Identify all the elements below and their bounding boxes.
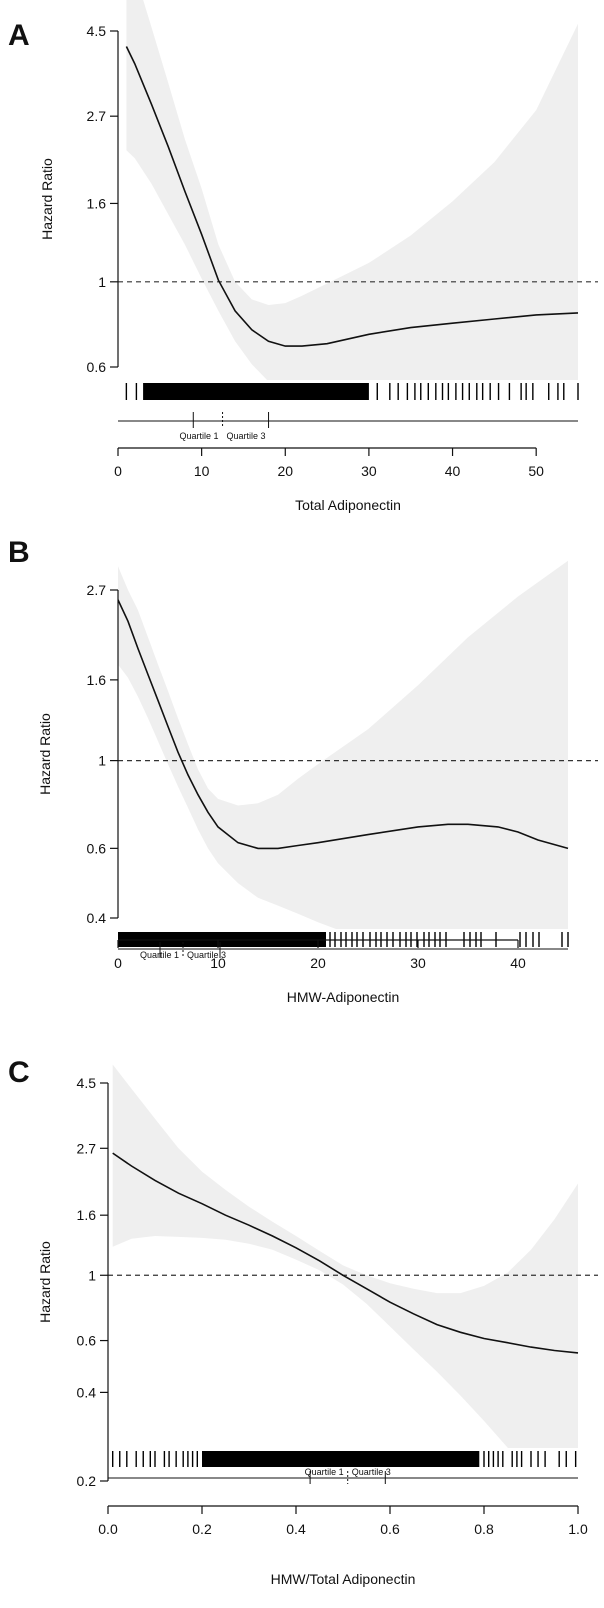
y-axis-title: Hazard Ratio <box>37 1241 53 1323</box>
x-axis-title: Total Adiponectin <box>295 497 401 513</box>
confidence-band <box>126 0 578 380</box>
hazard-ratio-curve <box>112 1152 579 1354</box>
quartile-3-label: Quartile 3 <box>352 1467 391 1477</box>
x-tick-label: 40 <box>510 955 526 971</box>
panel-label: B <box>8 536 30 569</box>
x-tick-label: 0 <box>114 955 122 971</box>
y-tick-label: 0.4 <box>87 910 107 926</box>
y-tick-label: 1.6 <box>87 195 107 211</box>
y-tick-label: 2.7 <box>77 1140 97 1156</box>
y-tick-label: 0.6 <box>77 1333 97 1349</box>
y-tick-label: 1 <box>88 1267 96 1283</box>
hazard-ratio-curve <box>125 46 579 347</box>
quartile-1-label: Quartile 1 <box>140 950 179 960</box>
x-tick-label: 10 <box>210 955 226 971</box>
quartile-3-label: Quartile 3 <box>187 950 226 960</box>
panel-a: 0.6 1 1.6 2.7 4.5 Hazard Ratio Quartile 1 Quart… <box>0 0 604 520</box>
quartile-1-label: Quartile 1 <box>305 1467 344 1477</box>
x-tick-label: 0.2 <box>192 1521 212 1537</box>
x-tick-label: 30 <box>410 955 426 971</box>
panel-c: 0.2 0.4 0.6 1 1.6 2.7 4.5 Hazard Ratio Quartile … <box>0 1056 604 1608</box>
y-axis-title: Hazard Ratio <box>39 158 55 240</box>
x-tick-label: 0.6 <box>380 1521 400 1537</box>
y-tick-label: 4.5 <box>87 23 107 39</box>
y-tick-label: 0.2 <box>77 1473 97 1489</box>
y-tick-label: 0.6 <box>87 840 107 856</box>
quartile-3-label: Quartile 3 <box>227 431 266 441</box>
confidence-band <box>112 1064 578 1448</box>
x-tick-label: 20 <box>310 955 326 971</box>
quartile-1-label: Quartile 1 <box>180 431 219 441</box>
x-tick-label: 20 <box>277 463 293 479</box>
panel-label: C <box>8 1056 30 1089</box>
x-tick-label: 0.0 <box>98 1521 118 1537</box>
x-axis-title: HMW/Total Adiponectin <box>271 1571 416 1587</box>
y-tick-label: 2.7 <box>87 108 107 124</box>
x-tick-label: 30 <box>361 463 377 479</box>
x-tick-label: 0.8 <box>474 1521 494 1537</box>
chart-c: 0.2 0.4 0.6 1 1.6 2.7 4.5 Hazard Ratio Quartile … <box>8 1056 598 1587</box>
y-tick-label: 0.4 <box>77 1384 97 1400</box>
chart-a: 0.6 1 1.6 2.7 4.5 Hazard Ratio Quartile 1 Quart… <box>8 0 598 513</box>
x-tick-label: 50 <box>528 463 544 479</box>
hazard-ratio-curve <box>118 599 569 850</box>
x-tick-label: 1.0 <box>568 1521 588 1537</box>
x-axis-title: HMW-Adiponectin <box>287 989 400 1005</box>
x-tick-label: 0.4 <box>286 1521 306 1537</box>
y-tick-label: 2.7 <box>87 582 107 598</box>
panel-b: 0.4 0.6 1 1.6 2.7 Hazard Ratio Quartile 1 Quart… <box>0 530 604 1060</box>
rug-dense-block <box>202 1451 480 1467</box>
chart-b: 0.4 0.6 1 1.6 2.7 Hazard Ratio Quartile 1 Quart… <box>8 536 598 1005</box>
y-tick-label: 1.6 <box>77 1207 97 1223</box>
x-tick-label: 0 <box>114 463 122 479</box>
y-tick-label: 1.6 <box>87 672 107 688</box>
y-tick-label: 1 <box>98 753 106 769</box>
rug-dense-block <box>143 383 369 400</box>
y-tick-label: 4.5 <box>77 1075 97 1091</box>
x-tick-label: 40 <box>445 463 461 479</box>
y-tick-label: 0.6 <box>87 359 107 375</box>
panel-label: A <box>8 19 30 52</box>
y-axis-title: Hazard Ratio <box>37 713 53 795</box>
y-tick-label: 1 <box>98 274 106 290</box>
x-tick-label: 10 <box>194 463 210 479</box>
